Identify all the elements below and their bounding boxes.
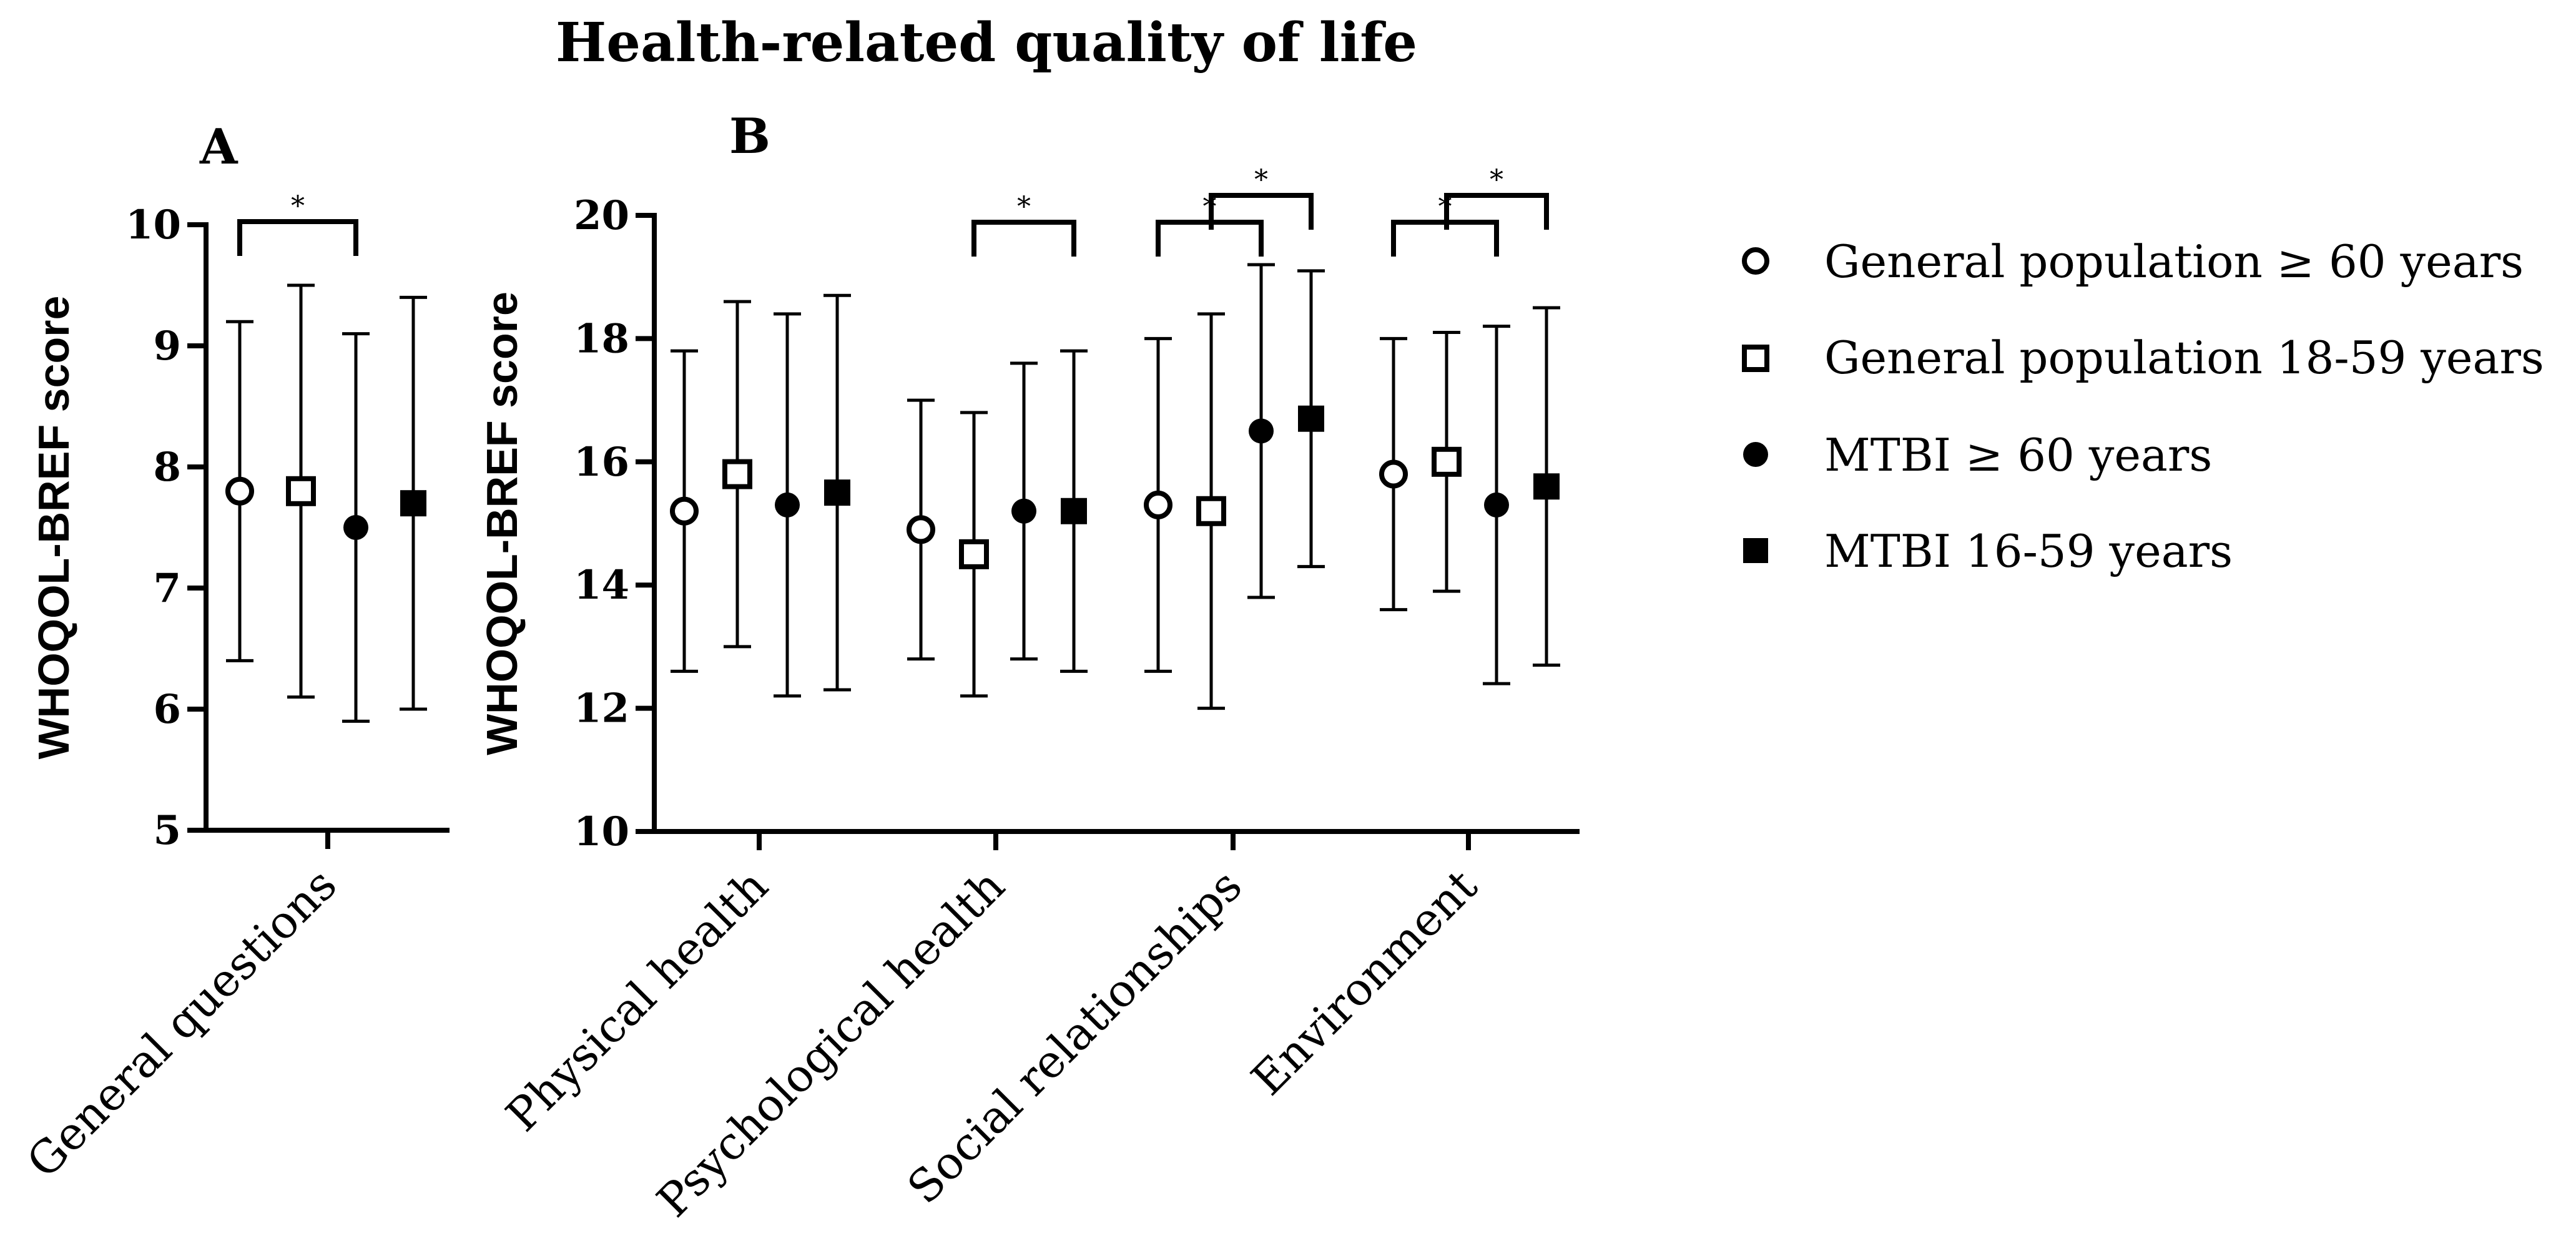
panel-b-letter: B bbox=[729, 108, 770, 165]
data-point-open-circle bbox=[907, 515, 935, 544]
figure-title: Health-related quality of life bbox=[556, 11, 1417, 74]
legend-marker-open-circle bbox=[1742, 247, 1769, 275]
panel-b-plot: 10 12 14 16 18 20 WHOQOL-BREF score Physical he… bbox=[478, 164, 1580, 1227]
data-point-open-circle bbox=[1144, 490, 1172, 519]
x-category-label: Environment bbox=[1241, 860, 1487, 1106]
y-tick-label: 7 bbox=[153, 565, 181, 612]
y-tick-label: 14 bbox=[574, 562, 629, 609]
legend-item-general-18-59: General population 18-59 years bbox=[1742, 331, 2544, 384]
y-tick-label: 9 bbox=[153, 323, 181, 370]
legend-marker-open-square bbox=[1742, 345, 1769, 372]
data-point-open-square bbox=[722, 459, 752, 489]
legend-label: MTBI ≥ 60 years bbox=[1824, 429, 2212, 481]
y-tick-label: 10 bbox=[125, 202, 181, 248]
data-point-open-square bbox=[286, 476, 316, 506]
y-tick-label: 8 bbox=[153, 444, 181, 491]
data-point-filled-square bbox=[400, 490, 426, 517]
legend-label: General population ≥ 60 years bbox=[1824, 235, 2524, 288]
data-point-open-square bbox=[1432, 446, 1462, 477]
legend-item-general-60: General population ≥ 60 years bbox=[1742, 235, 2524, 288]
significance-bracket bbox=[971, 220, 1076, 257]
significance-star: * bbox=[291, 190, 305, 222]
significance-star: * bbox=[1254, 164, 1268, 196]
data-point-filled-square bbox=[1061, 498, 1087, 524]
data-point-open-circle bbox=[670, 496, 699, 526]
y-tick-label: 16 bbox=[574, 439, 629, 486]
legend: General population ≥ 60 years General po… bbox=[1742, 235, 2544, 577]
x-category-label: General questions bbox=[17, 858, 347, 1188]
y-tick-label: 20 bbox=[574, 192, 629, 239]
data-point-filled-square bbox=[824, 479, 850, 506]
y-axis-label: WHOQOL-BREF score bbox=[478, 292, 526, 755]
panel-a-letter: A bbox=[199, 119, 238, 175]
legend-label: MTBI 16-59 years bbox=[1824, 525, 2233, 577]
legend-marker-filled-circle bbox=[1743, 442, 1768, 467]
data-point-filled-circle bbox=[1249, 418, 1274, 444]
legend-item-mtbi-60: MTBI ≥ 60 years bbox=[1743, 429, 2212, 481]
y-tick-label: 18 bbox=[574, 315, 629, 362]
y-tick-label: 12 bbox=[574, 685, 629, 732]
data-point-filled-circle bbox=[1484, 492, 1509, 517]
legend-label: General population 18-59 years bbox=[1824, 331, 2544, 384]
data-point-filled-square bbox=[1298, 405, 1324, 432]
data-point-open-square bbox=[1196, 496, 1226, 526]
data-point-filled-circle bbox=[343, 515, 368, 540]
data-point-open-square bbox=[959, 539, 989, 569]
y-tick-label: 10 bbox=[574, 808, 629, 855]
y-tick-label: 5 bbox=[153, 807, 181, 854]
data-point-open-circle bbox=[225, 476, 254, 506]
y-axis-label: WHOQOL-BREF score bbox=[29, 296, 78, 760]
data-point-open-circle bbox=[1379, 459, 1408, 489]
x-category-label: Physical health bbox=[496, 860, 778, 1142]
significance-bracket bbox=[237, 219, 358, 256]
panel-a-plot: 5 6 7 8 9 10 WHOQOL-BREF score General question… bbox=[17, 190, 450, 1188]
significance-star: * bbox=[1490, 164, 1503, 196]
significance-bracket bbox=[1444, 193, 1549, 230]
legend-marker-filled-square bbox=[1743, 538, 1768, 563]
significance-bracket bbox=[1209, 193, 1314, 230]
y-tick-label: 6 bbox=[153, 686, 181, 733]
data-point-filled-square bbox=[1533, 473, 1560, 500]
data-point-filled-circle bbox=[775, 492, 800, 517]
significance-star: * bbox=[1017, 191, 1031, 223]
data-point-filled-circle bbox=[1011, 498, 1036, 524]
legend-item-mtbi-16-59: MTBI 16-59 years bbox=[1743, 525, 2233, 577]
